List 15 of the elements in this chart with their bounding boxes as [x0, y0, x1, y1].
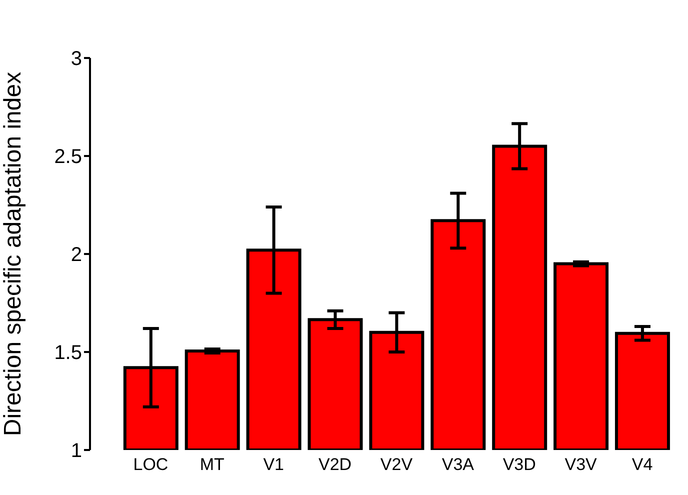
x-tick-label: LOC — [133, 455, 168, 474]
x-tick-label: V3A — [442, 455, 475, 474]
y-tick-label: 2.5 — [54, 146, 82, 168]
y-tick-label: 2 — [70, 244, 82, 266]
y-tick-label: 3 — [70, 48, 82, 70]
y-tick-label: 1 — [70, 440, 82, 462]
x-tick-label: MT — [200, 455, 224, 474]
x-tick-label: V2V — [380, 455, 414, 474]
x-tick-label: V1 — [263, 455, 284, 474]
x-tick-label: V4 — [632, 455, 653, 474]
x-tick-label: V3D — [502, 455, 536, 474]
y-axis-title: Direction specific adaptation index — [0, 72, 27, 436]
x-tick-label: V3V — [564, 455, 598, 474]
x-tick-label: V2D — [318, 455, 352, 474]
y-tick-label: 1.5 — [54, 342, 82, 364]
